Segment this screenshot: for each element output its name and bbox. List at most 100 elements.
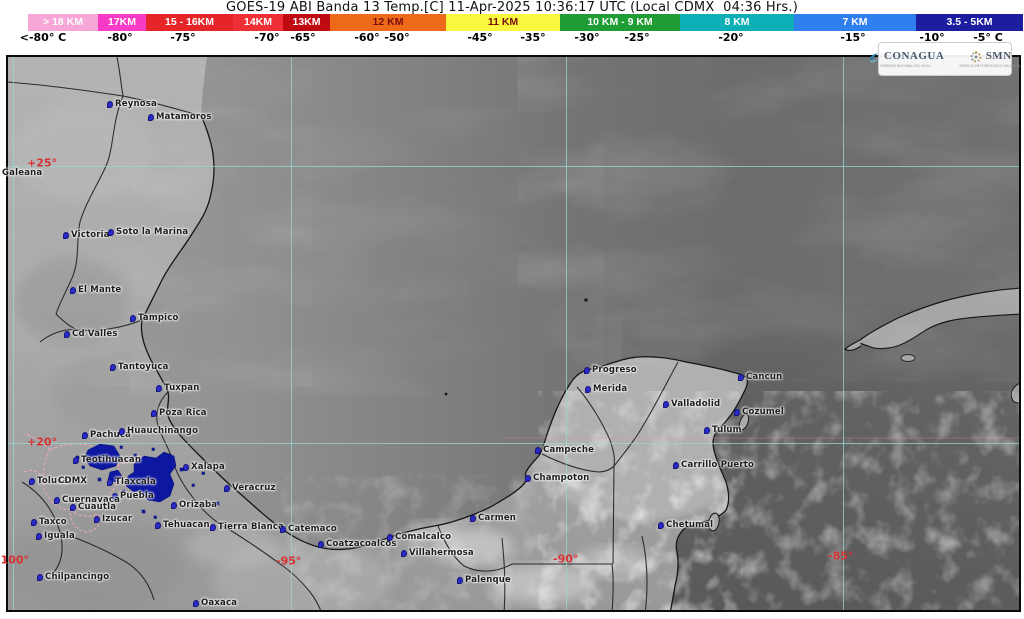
city-marker-icon	[663, 400, 669, 408]
city-name: Valladolid	[671, 399, 721, 409]
city-label: Chilpancingo	[37, 572, 109, 582]
city-marker-icon	[36, 532, 42, 540]
city-name: Poza Rica	[159, 408, 207, 418]
city-marker-icon	[585, 385, 591, 393]
city-name: Villahermosa	[409, 548, 474, 558]
conagua-logo-subtext: COMISIÓN NACIONAL DEL AGUA	[879, 64, 931, 68]
city-marker-icon	[119, 427, 125, 435]
temperature-tick: -60°	[354, 31, 380, 44]
city-name: Toluca	[37, 476, 69, 486]
city-name: Huauchinango	[127, 426, 199, 436]
city-label: Tuxpan	[156, 383, 199, 393]
city-label: Tehuacan	[155, 520, 210, 530]
longitude-gridline	[291, 57, 292, 610]
city-label: Palenque	[457, 575, 511, 585]
city-label: Valladolid	[663, 399, 720, 409]
city-name: Coatzacoalcos	[326, 539, 397, 549]
city-label: Progreso	[584, 365, 637, 375]
colorbar-segment: 15 - 16KM	[146, 14, 233, 31]
city-name: Tierra Blanca	[218, 522, 285, 532]
city-label: Tierra Blanca	[210, 522, 284, 532]
city-marker-icon	[387, 533, 393, 541]
smn-logo: SMN SERVICIO METEOROLÓGICO NACIONAL	[956, 50, 1024, 69]
city-marker-icon	[94, 515, 100, 523]
city-label: Huauchinango	[119, 426, 198, 436]
colorbar-segment: 17KM	[98, 14, 146, 31]
temperature-tick: -65°	[290, 31, 316, 44]
longitude-gridline	[566, 57, 567, 610]
city-name: Iguala	[44, 531, 75, 541]
city-name: Oaxaca	[201, 598, 238, 608]
city-label: Izucar	[94, 514, 132, 524]
colorbar-segment: 3.5 - 5KM	[916, 14, 1023, 31]
city-label: Tulum	[704, 425, 742, 435]
city-name: Xalapa	[191, 462, 225, 472]
city-marker-icon	[193, 599, 199, 607]
city-label: Veracruz	[224, 483, 276, 493]
latitude-gridline	[8, 443, 1019, 444]
city-name: Catemaco	[288, 524, 337, 534]
city-marker-icon	[457, 576, 463, 584]
city-label: Catemaco	[280, 524, 337, 534]
colorbar-segment: 13KM	[283, 14, 330, 31]
city-label: Poza Rica	[151, 408, 207, 418]
city-label: Pachuca	[82, 430, 131, 440]
city-marker-icon	[738, 373, 744, 381]
colorbar-segment: 8 KM	[680, 14, 794, 31]
city-label: Cuautla	[70, 502, 116, 512]
city-marker-icon	[280, 525, 286, 533]
temperature-tick: -30°	[574, 31, 600, 44]
city-label: Victoria	[63, 230, 110, 240]
city-label: Puebla	[112, 491, 154, 501]
city-label: Merida	[585, 384, 627, 394]
city-name: Galeana	[2, 168, 43, 178]
city-name: Cuernavaca	[62, 495, 121, 505]
agency-logos: CONAGUA COMISIÓN NACIONAL DEL AGUA SMN	[869, 42, 1021, 76]
city-label: Champoton	[525, 473, 590, 483]
city-name: Soto la Marina	[116, 227, 189, 237]
city-name: Cuautla	[78, 502, 117, 512]
conagua-logo-text: CONAGUA	[883, 50, 945, 63]
coordinate-label: +25°	[27, 156, 58, 170]
temperature-tick: -75°	[170, 31, 196, 44]
city-name: Chetumal	[666, 520, 714, 530]
city-name: Tampico	[138, 313, 179, 323]
colorbar-segment: 7 KM	[794, 14, 916, 31]
city-name: Progreso	[592, 365, 637, 375]
city-label: Galeana	[2, 168, 42, 178]
colorbar-segment: 12 KM	[330, 14, 446, 31]
coordinate-label: -100°	[0, 553, 30, 567]
city-marker-icon	[151, 409, 157, 417]
city-name: Carrillo Puerto	[681, 460, 755, 470]
temperature-tick: -50°	[384, 31, 410, 44]
temperature-tick: -15°	[840, 31, 866, 44]
temperature-scale: <-80° C -80° -75° -70° -65° -60° -50° -45° -35° -…	[0, 31, 1024, 44]
city-name: Reynosa	[115, 99, 157, 109]
city-marker-icon	[64, 330, 70, 338]
city-label: Reynosa	[107, 99, 157, 109]
city-label: Cancun	[738, 372, 782, 382]
city-marker-icon	[130, 314, 136, 322]
city-label: Chetumal	[658, 520, 713, 530]
city-label: Teotihuacan	[73, 455, 141, 465]
city-name: Cancun	[746, 372, 783, 382]
city-label: Comalcalco	[387, 532, 451, 542]
city-marker-icon	[29, 477, 35, 485]
city-marker-icon	[54, 496, 60, 504]
city-name: Veracruz	[232, 483, 276, 493]
satellite-imagery	[8, 57, 1019, 610]
conagua-logo: CONAGUA COMISIÓN NACIONAL DEL AGUA	[866, 50, 944, 69]
city-label: Tampico	[130, 313, 179, 323]
temperature-tick: -35°	[520, 31, 546, 44]
coordinate-label: -90°	[553, 552, 579, 566]
city-marker-icon	[107, 478, 113, 486]
colorbar-segment: 14KM	[233, 14, 283, 31]
city-marker-icon	[734, 408, 740, 416]
city-name: Orizaba	[179, 500, 218, 510]
city-name: Tuxpan	[164, 383, 200, 393]
city-name: Taxco	[39, 517, 67, 527]
city-label: Coatzacoalcos	[318, 539, 397, 549]
temperature-tick: -20°	[718, 31, 744, 44]
city-marker-icon	[107, 100, 113, 108]
city-name: Tlaxcala	[115, 477, 156, 487]
